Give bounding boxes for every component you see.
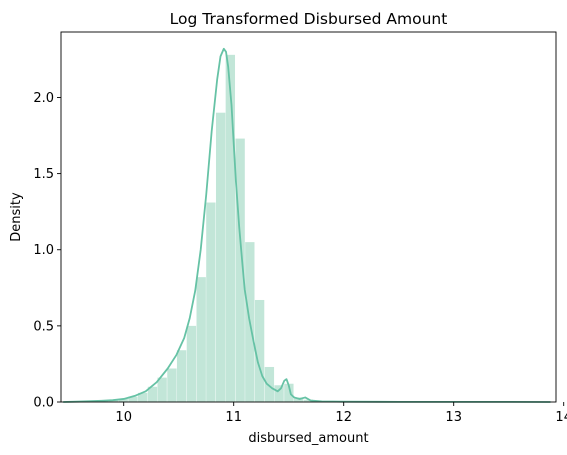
histogram-bar-15 [215, 112, 226, 402]
kde-line [63, 47, 551, 403]
y-tick-label-3: 1.5 [33, 167, 54, 182]
x-tick-label-0: 10 [115, 410, 132, 425]
histogram-bar-12 [186, 325, 197, 402]
histogram-bar-8 [147, 386, 158, 402]
histogram-bar-21 [274, 385, 284, 402]
histogram-bar-5 [118, 398, 128, 402]
y-tick-label-0: 0.0 [33, 396, 54, 411]
histogram-bar-10 [167, 368, 177, 402]
histogram-bar-24 [303, 399, 314, 402]
histogram-bar-19 [254, 299, 265, 402]
histogram-bar-14 [206, 202, 216, 402]
y-tick-label-2: 1.0 [33, 243, 54, 258]
histogram-bar-17 [235, 138, 245, 403]
y-axis-ticks: 0.0 0.5 1.0 1.5 2.0 [33, 91, 61, 411]
y-axis-title: Density [9, 192, 24, 242]
histogram-bar-13 [196, 277, 206, 402]
x-tick-label-2: 12 [335, 410, 352, 425]
histogram-bars [69, 54, 547, 403]
histogram-bar-7 [138, 392, 148, 402]
histogram-bar-16 [225, 54, 236, 402]
histogram-bar-9 [157, 377, 167, 402]
y-tick-label-1: 0.5 [33, 319, 54, 334]
histogram-bar-20 [264, 366, 275, 402]
chart-title: Log Transformed Disbursed Amount [170, 10, 448, 28]
x-axis-title: disbursed_amount [248, 431, 368, 446]
x-tick-label-3: 13 [445, 410, 462, 425]
histogram-bar-4 [108, 400, 119, 402]
y-tick-label-4: 2.0 [33, 91, 54, 106]
histogram-bar-22 [284, 383, 294, 402]
x-axis-ticks: 10 11 12 13 14 [115, 402, 567, 425]
histogram-bar-6 [128, 396, 138, 402]
histogram-bar-23 [293, 397, 304, 402]
x-tick-label-1: 11 [225, 410, 242, 425]
histogram-bar-11 [176, 350, 187, 402]
x-tick-label-4: 14 [555, 410, 567, 425]
plot-frame [60, 31, 557, 403]
